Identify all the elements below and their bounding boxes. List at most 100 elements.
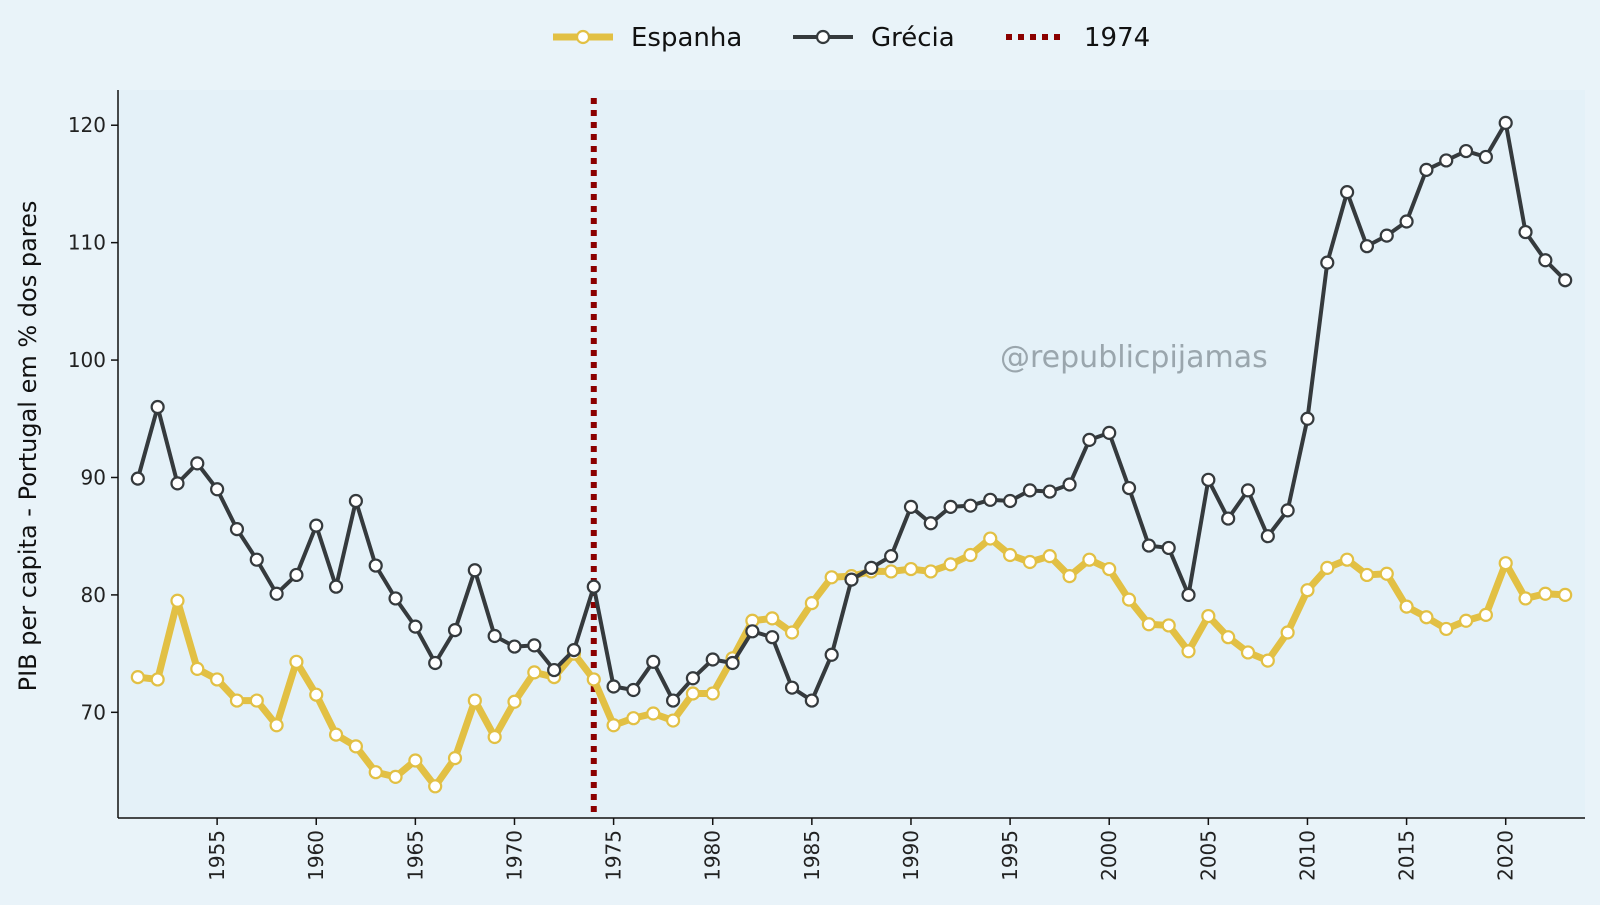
point-0-2013: [1359, 567, 1375, 583]
legend-label-0: Espanha: [631, 23, 742, 53]
point-1-1968: [467, 563, 482, 578]
point-0-1974: [586, 672, 601, 687]
point-1-2003: [1161, 540, 1176, 556]
point-1-2011: [1320, 255, 1335, 270]
point-0-1951: [130, 669, 145, 685]
point-0-2015: [1399, 599, 1414, 614]
x-tick-label: 1985: [800, 830, 824, 881]
x-tick-label: 1990: [899, 830, 923, 881]
point-1-1965: [408, 619, 423, 634]
point-1-1975: [606, 679, 621, 694]
point-1-1996: [1022, 483, 1038, 498]
x-tick-label: 1995: [998, 830, 1022, 881]
point-1-1985: [804, 693, 819, 708]
point-0-1995: [1002, 547, 1018, 563]
point-1-1969: [487, 628, 502, 644]
point-1-2008: [1260, 529, 1275, 544]
point-1-1981: [725, 655, 740, 671]
point-0-1955: [210, 672, 225, 687]
point-0-1959: [289, 654, 304, 669]
point-0-2002: [1141, 617, 1156, 632]
point-1-1992: [943, 499, 958, 514]
point-0-2020: [1498, 556, 1513, 571]
point-1-2022: [1538, 253, 1553, 268]
point-0-2001: [1121, 592, 1137, 607]
x-tick-label: 2005: [1196, 830, 1220, 881]
point-0-1991: [923, 564, 938, 579]
point-0-1961: [328, 727, 344, 742]
point-1-2019: [1478, 149, 1493, 165]
point-0-1960: [309, 687, 324, 702]
point-0-1979: [685, 686, 701, 701]
point-0-2009: [1280, 625, 1295, 640]
y-tick-label: 90: [81, 465, 106, 489]
point-1-1976: [626, 682, 641, 698]
point-1-2023: [1558, 273, 1573, 288]
point-1-2007: [1240, 483, 1256, 498]
point-1-2004: [1181, 587, 1196, 603]
point-0-1977: [646, 706, 661, 721]
point-0-1985: [804, 596, 819, 611]
point-0-1956: [229, 693, 245, 708]
point-1-2005: [1201, 472, 1216, 487]
point-1-2014: [1379, 228, 1394, 243]
point-0-1952: [150, 672, 165, 687]
x-tick-label: 1955: [205, 830, 229, 881]
axes: 70 80 90 100 110 120 1955 1960 1965 1970 1975 1980 1…: [68, 90, 1585, 881]
point-1-2009: [1280, 503, 1295, 518]
legend-marker-1: [815, 29, 831, 45]
point-1-1957: [249, 552, 264, 567]
legend-label-1: Grécia: [871, 23, 955, 53]
x-tick-label: 1965: [403, 830, 427, 881]
point-1-2013: [1359, 239, 1375, 254]
point-0-1992: [943, 557, 958, 572]
point-1-1966: [428, 655, 443, 671]
point-1-2010: [1300, 411, 1315, 426]
point-0-2019: [1478, 607, 1493, 622]
point-0-1976: [626, 711, 641, 726]
point-1-1993: [963, 498, 978, 513]
point-0-2011: [1320, 560, 1335, 575]
point-0-1983: [765, 611, 780, 626]
point-1-1971: [527, 638, 542, 653]
point-0-1954: [190, 661, 205, 676]
point-1-1958: [269, 586, 284, 601]
point-1-1954: [190, 456, 205, 471]
point-1-1989: [884, 549, 899, 564]
point-1-1961: [328, 579, 344, 594]
point-1-2018: [1458, 143, 1474, 159]
point-1-1953: [170, 476, 185, 491]
legend-label-2: 1974: [1084, 23, 1150, 53]
point-1-1990: [903, 499, 919, 514]
point-1-1988: [864, 560, 879, 575]
point-0-1966: [428, 779, 443, 794]
point-0-1957: [249, 693, 264, 708]
point-1-1962: [348, 493, 363, 509]
x-tick-label: 1960: [304, 830, 328, 881]
point-1-1984: [784, 680, 800, 695]
y-tick-label: 120: [68, 113, 106, 137]
x-tick-label: 1975: [602, 830, 626, 881]
point-0-2007: [1240, 645, 1256, 660]
point-0-1963: [368, 765, 383, 780]
point-0-2018: [1458, 613, 1474, 628]
point-0-2016: [1419, 610, 1434, 625]
point-0-1993: [963, 547, 978, 563]
point-1-1955: [210, 482, 225, 497]
point-0-2003: [1161, 618, 1176, 633]
point-1-2000: [1102, 425, 1117, 440]
point-1-2021: [1518, 224, 1533, 240]
point-1-1983: [765, 630, 780, 645]
point-1-1977: [646, 654, 661, 669]
point-0-1989: [884, 564, 899, 579]
point-1-1980: [705, 652, 720, 667]
point-0-1958: [269, 718, 284, 733]
point-0-1964: [388, 769, 403, 785]
point-1-1973: [566, 642, 582, 658]
plot-marks: [130, 98, 1573, 818]
point-0-2010: [1300, 583, 1315, 598]
point-1-2017: [1439, 153, 1454, 168]
point-0-1975: [606, 718, 621, 733]
point-1-1951: [130, 471, 145, 486]
